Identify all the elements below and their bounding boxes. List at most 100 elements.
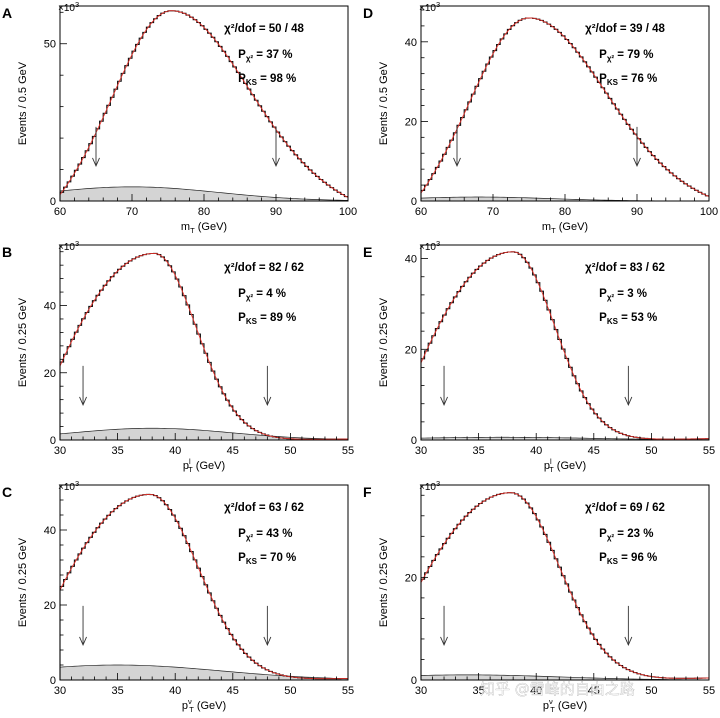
x-tick-label: 35 [472, 445, 484, 457]
plot-frame [59, 484, 349, 681]
fit-range-arrowhead-2 [263, 636, 272, 647]
x-tick-label: 35 [111, 445, 123, 457]
x-tick-label: 50 [284, 445, 296, 457]
data-histogram [59, 10, 348, 201]
plot-frame [420, 244, 710, 441]
x-tick-label: 55 [342, 445, 354, 457]
panel-d: D 60 70 80 90 100 0 20 40 ×103 Events / 0.5 GeV mT … [363, 0, 718, 235]
data-histogram [420, 492, 709, 680]
fit-range-arrowhead-1 [79, 636, 87, 647]
y-tick-label: 40 [44, 301, 56, 313]
p-chi2-text: Pχ² = 3 % [599, 288, 647, 302]
watermark-text: 知乎 @雪峰的自由之路 [480, 680, 635, 698]
x-tick-label: 40 [169, 685, 181, 697]
y-tick-label: 0 [411, 675, 417, 687]
y-axis-label: Events / 0.5 GeV [17, 61, 29, 145]
y-tick-label: 20 [44, 600, 56, 612]
x-tick-label: 60 [54, 206, 66, 218]
x-tick-label: 40 [530, 685, 542, 697]
y-scale-label: ×103 [419, 0, 440, 14]
plot-frame [420, 484, 710, 681]
x-tick-label: 30 [54, 685, 66, 697]
x-tick-label: 55 [703, 445, 715, 457]
p-chi2-text: Pχ² = 37 % [238, 49, 292, 63]
x-axis-label: mT (GeV) [542, 221, 588, 235]
fit-template-curve [59, 493, 349, 680]
fit-template-curve [59, 252, 349, 440]
x-tick-label: 45 [588, 445, 600, 457]
p-ks-text: PKS = 98 % [238, 73, 296, 87]
fit-template-curve [59, 10, 349, 198]
p-ks-text: PKS = 70 % [238, 552, 296, 566]
fit-range-arrowhead-1 [440, 636, 448, 647]
x-tick-label: 40 [169, 445, 181, 457]
x-tick-label: 45 [588, 685, 600, 697]
panel-letter: E [363, 244, 372, 260]
x-tick-label: 45 [227, 685, 239, 697]
fit-template-curve [420, 251, 710, 440]
y-tick-label: 0 [411, 435, 417, 447]
y-tick-label: 40 [405, 37, 417, 49]
background-histogram [59, 664, 349, 681]
y-tick-label: 0 [50, 435, 56, 447]
data-histogram [59, 252, 348, 440]
data-histogram [59, 493, 348, 680]
chi2-dof-text: χ²/dof = 69 / 62 [585, 502, 665, 514]
y-tick-label: 20 [44, 368, 56, 380]
chi2-dof-text: χ²/dof = 82 / 62 [224, 262, 304, 274]
p-ks-text: PKS = 76 % [599, 73, 657, 87]
panel-letter: C [2, 484, 12, 500]
x-tick-label: 100 [339, 206, 357, 218]
x-tick-label: 55 [342, 685, 354, 697]
fit-range-arrowhead-2 [263, 396, 272, 407]
x-tick-label: 80 [198, 206, 210, 218]
p-chi2-text: Pχ² = 79 % [599, 49, 653, 63]
chi2-dof-text: χ²/dof = 63 / 62 [224, 502, 304, 514]
x-tick-label: 90 [631, 206, 643, 218]
fit-range-arrowhead-2 [624, 636, 633, 647]
p-ks-text: PKS = 89 % [238, 312, 296, 326]
y-axis-label: Events / 0.25 GeV [17, 537, 29, 627]
y-tick-label: 0 [411, 196, 417, 208]
panel-letter: F [363, 484, 372, 500]
x-tick-label: 50 [645, 445, 657, 457]
x-axis-label: mT (GeV) [181, 221, 227, 235]
y-scale-label: ×103 [58, 239, 79, 253]
x-tick-label: 30 [415, 445, 427, 457]
y-scale-label: ×103 [419, 479, 440, 493]
data-histogram [420, 17, 709, 201]
panel-a: A 60 70 80 90 100 0 50 ×103 Events / 0.5 GeV mT (G… [2, 0, 357, 235]
x-tick-label: 55 [703, 685, 715, 697]
fit-template-curve [420, 17, 710, 198]
y-scale-label: ×103 [58, 479, 79, 493]
x-tick-label: 40 [530, 445, 542, 457]
panel-b: B 30 35 40 45 50 55 0 20 40 ×103 Events / 0.25 GeV p… [2, 239, 354, 474]
panel-letter: B [2, 244, 12, 260]
fit-range-arrowhead-1 [440, 396, 448, 407]
p-ks-text: PKS = 96 % [599, 552, 657, 566]
y-tick-label: 0 [50, 196, 56, 208]
p-chi2-text: Pχ² = 4 % [238, 288, 286, 302]
x-axis-label: pl T (GeV) [183, 457, 225, 474]
panel-letter: A [2, 5, 12, 21]
y-scale-label: ×103 [58, 0, 79, 14]
fit-range-arrowhead-2 [624, 396, 633, 407]
chi2-dof-text: χ²/dof = 83 / 62 [585, 262, 665, 274]
p-chi2-text: Pχ² = 23 % [599, 528, 653, 542]
x-axis-label: pν T (GeV) [543, 697, 587, 714]
y-tick-label: 20 [405, 344, 417, 356]
p-ks-text: PKS = 53 % [599, 312, 657, 326]
y-tick-label: 0 [50, 675, 56, 687]
panel-letter: D [363, 5, 373, 21]
fit-range-arrowhead-1 [453, 157, 461, 168]
x-tick-label: 30 [54, 445, 66, 457]
x-axis-label: pl T (GeV) [544, 457, 586, 474]
fit-range-arrowhead-2 [633, 157, 641, 168]
y-axis-label: Events / 0.25 GeV [17, 297, 29, 387]
y-axis-label: Events / 0.25 GeV [378, 537, 390, 627]
chi2-dof-text: χ²/dof = 39 / 48 [585, 23, 665, 35]
x-tick-label: 30 [415, 685, 427, 697]
x-tick-label: 90 [270, 206, 282, 218]
fit-range-arrowhead-1 [92, 157, 100, 168]
